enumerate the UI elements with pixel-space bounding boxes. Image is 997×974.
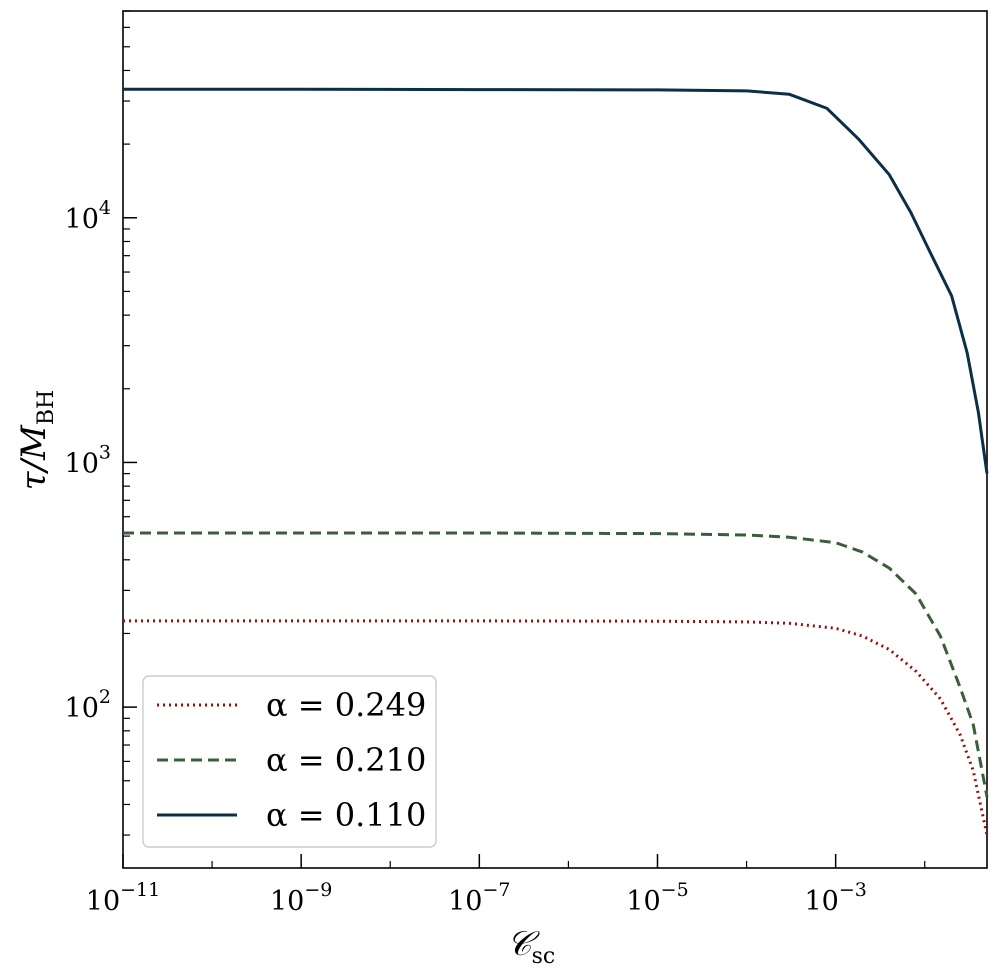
- y-tick-label: 104: [65, 197, 111, 235]
- series-line-2: [123, 531, 989, 798]
- legend-label-series-1: α = 0.249: [266, 686, 426, 724]
- y-tick-label: 103: [65, 441, 111, 479]
- x-axis-label: 𝒞sc: [507, 924, 555, 969]
- plot-frame: [122, 10, 988, 869]
- x-tick-label: 10−5: [626, 879, 688, 917]
- legend-label-series-3: α = 0.110: [266, 796, 426, 834]
- legend-label-series-2: α = 0.210: [266, 741, 426, 779]
- x-tick-label: 10−3: [804, 879, 866, 917]
- series-lines: [123, 87, 989, 836]
- legend-box: [142, 675, 437, 848]
- x-tick-label: 10−11: [86, 879, 160, 917]
- x-tick-label: 10−9: [270, 879, 332, 917]
- y-axis-label: τ/MBH: [14, 390, 59, 490]
- series-line-3: [123, 87, 989, 474]
- series-line-1: [123, 619, 989, 836]
- ticks: 10−11 10−9 10−7 10−5 10−3 102 103 104: [65, 10, 926, 917]
- legend: α = 0.249 α = 0.210 α = 0.110: [142, 675, 437, 848]
- x-tick-label: 10−7: [448, 879, 510, 917]
- y-tick-label: 102: [65, 686, 111, 724]
